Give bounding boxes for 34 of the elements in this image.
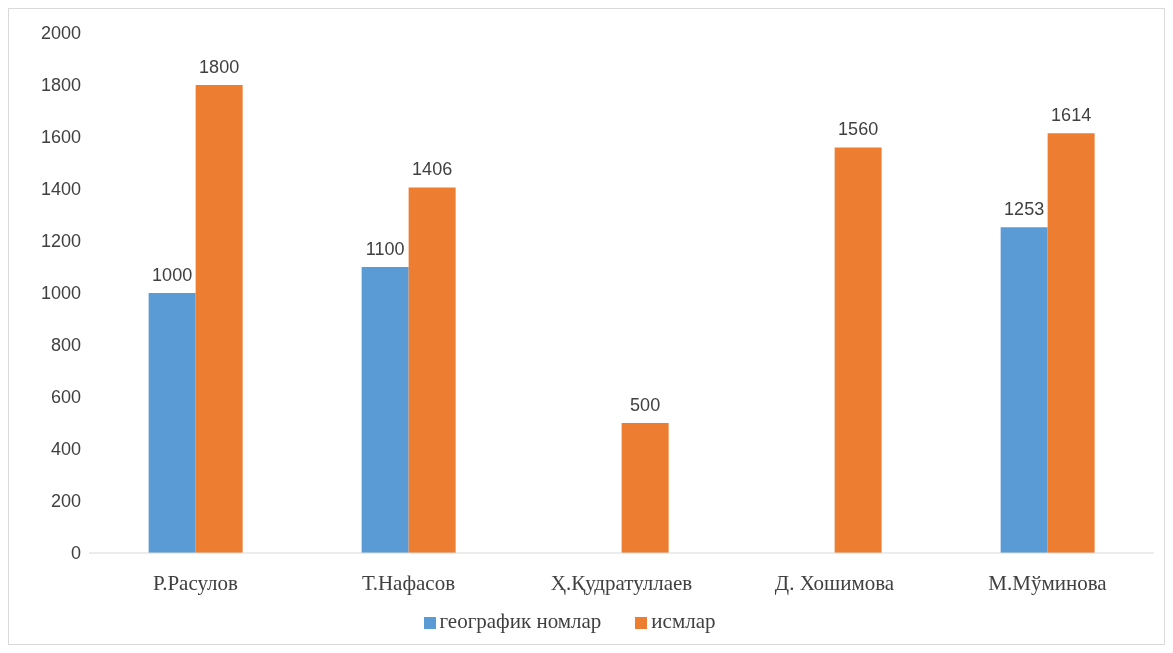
x-tick-label: М.Мўминова <box>988 570 1108 595</box>
legend-label: исмлар <box>651 609 716 633</box>
x-tick-label: Д. Хошимова <box>774 570 895 595</box>
bar <box>361 267 409 553</box>
y-tick-label: 1600 <box>40 127 81 148</box>
data-label: 1560 <box>838 119 879 140</box>
y-tick-label: 800 <box>50 335 81 356</box>
bar <box>1047 133 1095 553</box>
y-tick-label: 400 <box>50 439 81 460</box>
bar <box>408 187 456 553</box>
y-tick-label: 200 <box>50 491 81 512</box>
y-tick-label: 600 <box>50 387 81 408</box>
data-label: 1614 <box>1051 105 1092 126</box>
bar <box>1000 227 1048 553</box>
y-tick-label: 1000 <box>40 283 81 304</box>
data-label: 500 <box>630 395 661 415</box>
y-tick-label: 1800 <box>40 75 81 96</box>
y-tick-label: 2000 <box>40 23 81 44</box>
data-label: 1406 <box>412 159 453 180</box>
bar <box>195 85 243 553</box>
x-tick-label: Ҳ.Қудратуллаев <box>550 570 693 595</box>
y-tick-label: 1200 <box>40 231 81 252</box>
data-label: 1800 <box>199 57 240 77</box>
bar <box>621 423 669 553</box>
x-tick-label: Р.Расулов <box>153 570 238 595</box>
x-tick-label: Т.Нафасов <box>361 570 456 595</box>
y-tick-label: 0 <box>70 543 81 564</box>
legend-label: географик номлар <box>439 609 602 633</box>
data-label: 1253 <box>1004 199 1045 220</box>
bar <box>148 293 196 553</box>
data-label: 1100 <box>365 239 405 259</box>
y-tick-label: 1400 <box>40 179 81 200</box>
bar <box>834 147 882 553</box>
data-label: 1000 <box>152 265 193 285</box>
